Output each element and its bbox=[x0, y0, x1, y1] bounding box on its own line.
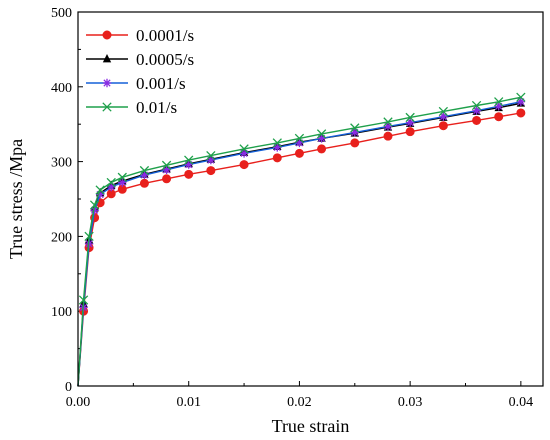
data-point bbox=[438, 106, 449, 117]
data-point bbox=[472, 115, 482, 125]
data-point bbox=[139, 178, 149, 188]
data-point bbox=[383, 131, 393, 141]
data-point bbox=[139, 165, 150, 176]
series-line bbox=[77, 96, 521, 387]
data-point bbox=[516, 92, 526, 102]
data-point bbox=[206, 155, 216, 165]
data-point bbox=[494, 97, 504, 107]
data-point bbox=[294, 133, 305, 144]
legend-marker bbox=[102, 30, 112, 40]
data-point bbox=[162, 165, 171, 175]
x-axis-title: True strain bbox=[272, 416, 350, 436]
y-tick-label: 300 bbox=[51, 156, 72, 171]
data-point bbox=[106, 177, 116, 188]
legend-marker bbox=[102, 78, 112, 88]
data-point bbox=[471, 100, 482, 111]
data-point bbox=[84, 231, 94, 242]
data-point bbox=[239, 144, 249, 154]
x-tick-label: 0.04 bbox=[509, 395, 534, 410]
data-point bbox=[494, 102, 503, 111]
data-point bbox=[405, 112, 415, 123]
legend-marker bbox=[102, 102, 112, 112]
data-point bbox=[494, 112, 504, 122]
legend-label: 0.001/s bbox=[136, 74, 186, 93]
data-point bbox=[316, 129, 327, 139]
data-point bbox=[107, 182, 116, 192]
data-point bbox=[140, 170, 149, 180]
data-point bbox=[405, 118, 415, 127]
data-point bbox=[117, 172, 127, 182]
data-point bbox=[350, 123, 360, 133]
data-point bbox=[405, 127, 415, 137]
data-point bbox=[516, 108, 526, 118]
series-cross bbox=[77, 92, 526, 387]
y-tick-label: 200 bbox=[51, 230, 72, 245]
data-point bbox=[184, 155, 194, 165]
data-point bbox=[294, 148, 304, 158]
data-point bbox=[89, 200, 100, 210]
x-tick-label: 0.03 bbox=[398, 395, 423, 410]
data-point bbox=[350, 128, 359, 137]
data-point bbox=[239, 160, 249, 170]
x-tick-label: 0.00 bbox=[66, 395, 91, 410]
y-tick-label: 0 bbox=[65, 380, 72, 395]
legend-marker bbox=[102, 54, 112, 63]
legend-label: 0.0001/s bbox=[136, 26, 194, 45]
data-point bbox=[295, 138, 304, 148]
plot-frame bbox=[77, 11, 544, 387]
data-point bbox=[273, 143, 282, 152]
series-layer bbox=[77, 92, 526, 387]
data-point bbox=[206, 166, 216, 176]
y-axis-title: True stress /Mpa bbox=[6, 139, 26, 259]
data-point bbox=[472, 106, 481, 115]
data-point bbox=[184, 169, 194, 179]
legend-entry: 0.0005/s bbox=[86, 50, 194, 69]
legend-entry: 0.001/s bbox=[86, 74, 186, 93]
legend-entry: 0.01/s bbox=[86, 98, 177, 117]
data-point bbox=[118, 178, 127, 187]
data-point bbox=[95, 185, 105, 195]
legend-label: 0.0005/s bbox=[136, 50, 194, 69]
data-point bbox=[90, 206, 99, 215]
y-tick-label: 100 bbox=[51, 305, 72, 320]
data-point bbox=[184, 160, 193, 169]
data-point bbox=[438, 121, 448, 131]
data-point bbox=[317, 134, 326, 143]
data-point bbox=[161, 160, 172, 170]
data-point bbox=[317, 144, 327, 154]
legend-label: 0.01/s bbox=[136, 98, 177, 117]
data-point bbox=[439, 112, 448, 121]
x-tick-label: 0.01 bbox=[176, 395, 201, 410]
data-point bbox=[162, 174, 172, 184]
data-point bbox=[206, 150, 216, 161]
data-point bbox=[95, 190, 105, 199]
y-tick-label: 400 bbox=[51, 81, 72, 96]
legend: 0.0001/s 0.0005/s 0.001/s 0.01/s bbox=[86, 26, 194, 117]
data-point bbox=[516, 97, 526, 106]
legend-entry: 0.0001/s bbox=[86, 26, 194, 45]
y-tick-label: 500 bbox=[51, 6, 72, 21]
data-point bbox=[239, 149, 249, 158]
axes: 0.00 0.01 0.02 0.03 0.04 0 100 200 300 400 500 bbox=[51, 6, 533, 410]
data-point bbox=[383, 122, 393, 131]
data-point bbox=[272, 153, 282, 163]
data-point bbox=[78, 295, 89, 305]
data-point bbox=[383, 117, 393, 127]
x-tick-label: 0.02 bbox=[287, 395, 312, 410]
data-point bbox=[272, 138, 282, 148]
data-point bbox=[350, 138, 360, 148]
